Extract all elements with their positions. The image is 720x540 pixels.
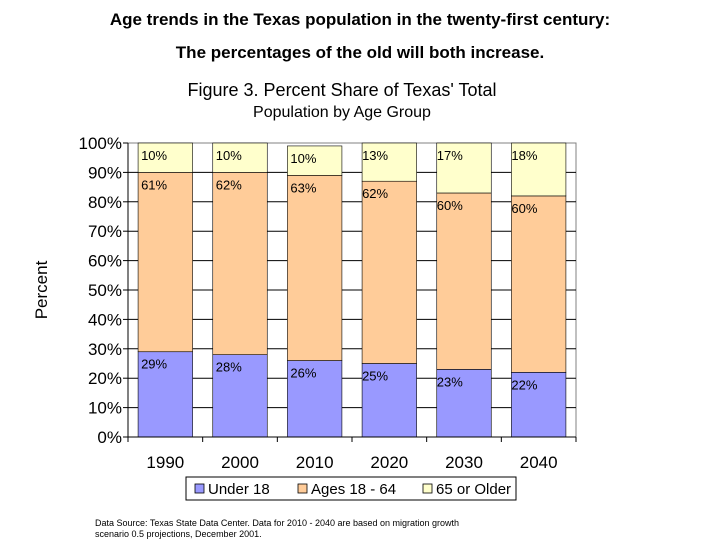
bar-ages-18-64-1990 — [137, 172, 193, 353]
data-label: 13% — [362, 148, 388, 163]
data-label: 29% — [141, 357, 167, 372]
x-tick-label: 2010 — [296, 453, 334, 472]
x-tick-label: 1990 — [146, 453, 184, 472]
y-tick-label: 80% — [88, 193, 122, 212]
data-label: 63% — [290, 180, 316, 195]
bar-ages-18-64-2000 — [212, 172, 268, 355]
y-tick-label: 70% — [88, 222, 122, 241]
bar-ages-18-64-2040 — [511, 195, 567, 373]
x-tick-label: 2040 — [520, 453, 558, 472]
legend-label: 65 or Older — [436, 481, 511, 498]
data-label: 62% — [216, 177, 242, 192]
x-tick-label: 2000 — [221, 453, 259, 472]
bar-under-18-2000 — [212, 354, 268, 438]
legend-box — [185, 476, 517, 501]
y-tick-label: 50% — [88, 281, 122, 300]
bar-ages-18-64-2020 — [361, 180, 417, 364]
bar-ages-18-64-2030 — [436, 192, 492, 370]
y-tick-label: 90% — [88, 163, 122, 182]
slide-title-line-1: Age trends in the Texas population in th… — [109, 10, 611, 29]
bar-under-18-2030 — [436, 369, 492, 438]
y-tick-label: 30% — [88, 340, 122, 359]
y-tick-label: 10% — [88, 399, 122, 418]
data-label: 18% — [511, 148, 537, 163]
data-label: 25% — [362, 369, 388, 384]
data-source-line-2: scenario 0.5 projections, December 2001. — [95, 529, 262, 539]
y-tick-label: 20% — [88, 369, 122, 388]
data-source-line-1: Data Source: Texas State Data Center. Da… — [95, 518, 460, 528]
data-source-note: Data Source: Texas State Data Center. Da… — [95, 518, 565, 540]
bar-65-or-older-2000 — [212, 142, 268, 173]
slide-title-line-2: The percentages of the old will both inc… — [175, 43, 545, 62]
bar-65-or-older-1990 — [137, 142, 193, 173]
legend-swatch-under-18 — [194, 483, 205, 494]
data-label: 23% — [437, 374, 463, 389]
y-tick-label: 100% — [79, 134, 122, 153]
bar-65-or-older-2030 — [436, 142, 492, 194]
chart-title-line-2: Population by Age Group — [253, 104, 431, 121]
y-tick-label: 0% — [97, 428, 122, 447]
y-tick-label: 60% — [88, 252, 122, 271]
bar-under-18-2040 — [511, 372, 567, 438]
data-label: 26% — [290, 366, 316, 381]
bar-under-18-1990 — [137, 351, 193, 438]
data-label: 22% — [511, 377, 537, 392]
bar-ages-18-64-2010 — [287, 175, 343, 361]
data-label: 17% — [437, 148, 463, 163]
bar-65-or-older-2040 — [511, 142, 567, 197]
data-label: 60% — [437, 198, 463, 213]
x-tick-label: 2030 — [445, 453, 483, 472]
data-label: 62% — [362, 186, 388, 201]
y-tick-label: 40% — [88, 310, 122, 329]
bar-65-or-older-2010 — [287, 145, 343, 176]
legend-label: Ages 18 - 64 — [311, 481, 396, 498]
legend-swatch-ages-18-64 — [297, 483, 308, 494]
data-label: 10% — [216, 148, 242, 163]
legend-label: Under 18 — [208, 481, 270, 498]
x-tick-label: 2020 — [370, 453, 408, 472]
chart-title-line-1: Figure 3. Percent Share of Texas' Total — [188, 80, 497, 100]
y-axis-label: Percent — [32, 260, 51, 319]
data-label: 28% — [216, 360, 242, 375]
data-label: 60% — [511, 201, 537, 216]
legend-swatch-65-or-older — [422, 483, 433, 494]
data-label: 61% — [141, 177, 167, 192]
bar-65-or-older-2020 — [361, 142, 417, 182]
data-label: 10% — [290, 151, 316, 166]
data-label: 10% — [141, 148, 167, 163]
